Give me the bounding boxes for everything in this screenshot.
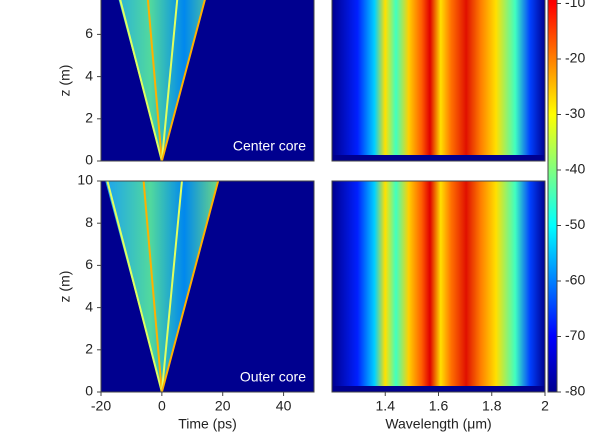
heatmap-fan <box>105 181 219 392</box>
y-axis-label: z (m) <box>57 271 73 303</box>
panel-frame <box>331 0 546 162</box>
x-tick-label: -20 <box>91 398 111 414</box>
heatmap-fan <box>118 0 205 161</box>
y-tick-label: 6 <box>85 25 93 41</box>
panel-annotation: Center core <box>233 138 306 154</box>
colorbar-tick-label: -70 <box>565 327 585 343</box>
heatmap-ridge <box>160 180 220 393</box>
colorbar-tick-label: -10 <box>565 0 585 10</box>
y-tick-label: 2 <box>85 341 93 357</box>
heatmap-ridge <box>106 180 163 393</box>
colorbar <box>547 0 558 393</box>
heatmap-ridge <box>160 0 179 162</box>
y-tick-label: 0 <box>85 383 93 399</box>
y-tick-label: 6 <box>85 256 93 272</box>
panel-frame <box>100 0 315 162</box>
colorbar-tick-label: -50 <box>565 216 585 232</box>
y-tick-label: 4 <box>85 67 93 83</box>
x-axis-label: Wavelength (μm) <box>385 416 491 432</box>
colorbar-tick-label: -30 <box>565 105 585 121</box>
y-axis-label: z (m) <box>57 65 73 97</box>
x-tick-label: 1.8 <box>482 398 502 414</box>
heatmap-ridge <box>160 180 183 393</box>
x-tick-label: 1.6 <box>429 398 449 414</box>
x-tick-label: 0 <box>158 398 166 414</box>
colorbar-tick-label: -40 <box>565 161 585 177</box>
heatmap-ridge <box>119 0 163 162</box>
y-tick-label: 2 <box>85 110 93 126</box>
x-axis-label: Time (ps) <box>178 416 237 432</box>
heatmap-ridge <box>160 0 206 162</box>
colorbar-tick-label: -60 <box>565 272 585 288</box>
heatmap-ridge <box>146 0 163 162</box>
x-tick-label: 1.4 <box>376 398 396 414</box>
heatmap-stripes <box>332 0 545 155</box>
y-tick-label: 8 <box>85 214 93 230</box>
colorbar-tick-label: -80 <box>565 383 585 399</box>
y-tick-label: 10 <box>77 172 93 188</box>
x-tick-label: 2 <box>541 398 549 414</box>
heatmap-ridge <box>142 180 163 393</box>
x-tick-label: 20 <box>215 398 231 414</box>
y-tick-label: 0 <box>85 152 93 168</box>
y-tick-label: 4 <box>85 298 93 314</box>
heatmap-stripes <box>332 181 545 386</box>
panel-annotation: Outer core <box>240 369 306 385</box>
colorbar-tick-label: -20 <box>565 50 585 66</box>
x-tick-label: 40 <box>276 398 292 414</box>
panel-frame <box>100 180 315 393</box>
